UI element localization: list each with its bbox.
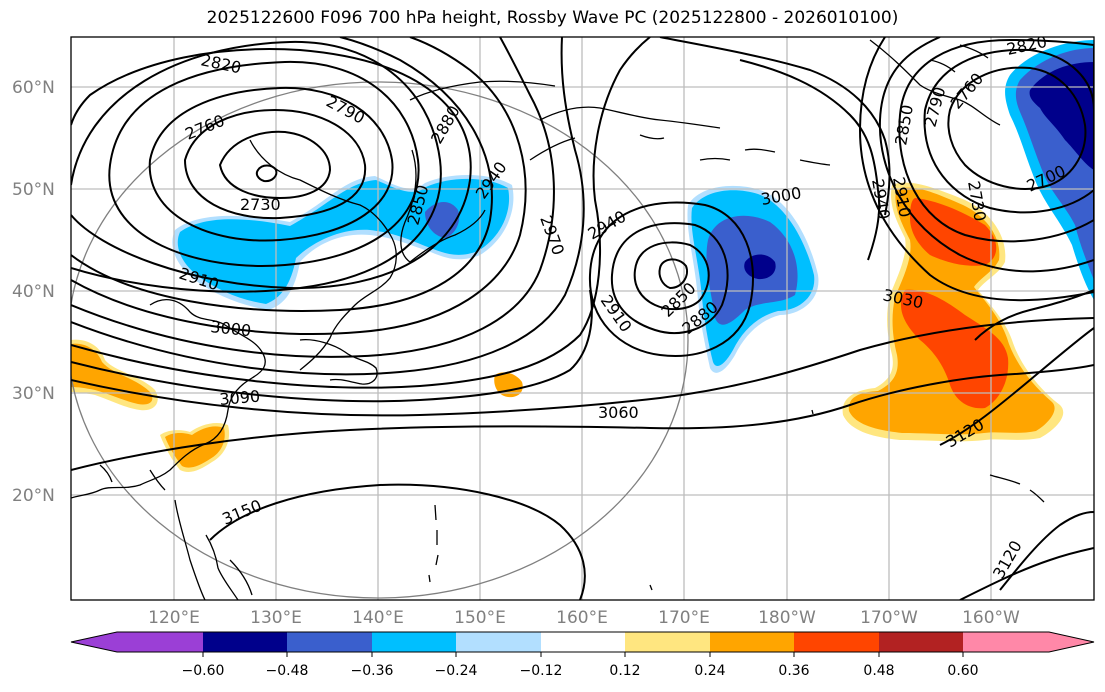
contour-label: 3000 (210, 317, 252, 340)
colorbar-tick-label: −0.24 (435, 663, 478, 679)
lon-label: 150°E (454, 608, 506, 628)
lat-label: 20°N (12, 486, 55, 506)
lon-label: 170°E (658, 608, 710, 628)
contour-label: 3060 (598, 403, 639, 422)
colorbar-segment (1049, 632, 1094, 652)
contour-label: 3090 (219, 387, 261, 409)
colorbar-segment (541, 632, 625, 652)
lat-label: 60°N (12, 78, 55, 98)
map-title: 2025122600 F096 700 hPa height, Rossby W… (206, 8, 899, 28)
colorbar-segment (287, 632, 372, 652)
lon-label: 140°E (352, 608, 404, 628)
lat-label: 40°N (12, 282, 55, 302)
lat-label: 30°N (12, 384, 55, 404)
colorbar-tick-label: 0.60 (947, 663, 978, 679)
colorbar-segment (372, 632, 456, 652)
colorbar-segment (71, 632, 117, 652)
colorbar-segment (456, 632, 541, 652)
colorbar-tick-label: −0.60 (182, 663, 225, 679)
lon-label: 120°E (148, 608, 200, 628)
lon-label: 160°E (556, 608, 608, 628)
colorbar-tick-label: 0.24 (694, 663, 725, 679)
colorbar-segment (879, 632, 963, 652)
lon-label: 130°E (250, 608, 302, 628)
lon-label: 180°W (758, 608, 816, 628)
height-contours (71, 37, 1094, 600)
colorbar-tick-label: 0.36 (778, 663, 809, 679)
colorbar-tick-label: −0.36 (351, 663, 394, 679)
reference-circle (71, 81, 689, 599)
colorbar-tick-label: 0.48 (863, 663, 894, 679)
lon-label: 170°W (860, 608, 918, 628)
colorbar-segment (710, 632, 794, 652)
lon-label: 160°W (962, 608, 1020, 628)
map-frame (70, 36, 1095, 601)
colorbar: −0.60 −0.48 −0.36 −0.24 −0.12 0.12 0.24 … (70, 631, 1095, 679)
colorbar-tick-label: −0.12 (520, 663, 563, 679)
lat-label: 50°N (12, 180, 55, 200)
colorbar-tick-label: −0.48 (266, 663, 309, 679)
colorbar-segment (963, 632, 1049, 652)
contour-label: 2730 (240, 195, 281, 214)
colorbar-segment (794, 632, 879, 652)
colorbar-tick-label: 0.12 (609, 663, 640, 679)
longitude-labels: 120°E 130°E 140°E 150°E 160°E 170°E 180°… (148, 608, 1020, 628)
colorbar-segment (625, 632, 710, 652)
colorbar-segment (117, 632, 203, 652)
colorbar-segment (203, 632, 287, 652)
latitude-labels: 60°N 50°N 40°N 30°N 20°N (12, 78, 55, 506)
colorbar-outline (70, 631, 1095, 653)
